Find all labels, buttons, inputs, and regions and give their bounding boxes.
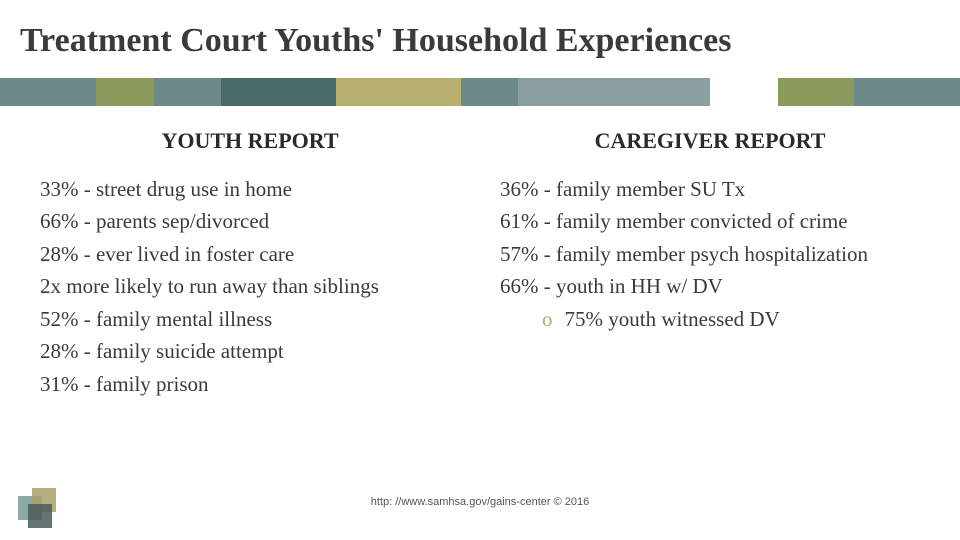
list-item: 33% - street drug use in home [40, 174, 460, 204]
stripe-segment [854, 78, 960, 106]
page-title: Treatment Court Youths' Household Experi… [0, 0, 960, 78]
list-item: 66% - youth in HH w/ DV [500, 271, 920, 301]
content-columns: YOUTH REPORT 33% - street drug use in ho… [0, 106, 960, 401]
list-item: 66% - parents sep/divorced [40, 206, 460, 236]
list-subitem: o 75% youth witnessed DV [500, 304, 920, 334]
logo-square-3 [28, 504, 52, 528]
stripe-segment [154, 78, 221, 106]
corner-logo [18, 488, 60, 530]
subitem-text: 75% youth witnessed DV [565, 307, 780, 331]
list-item: 52% - family mental illness [40, 304, 460, 334]
list-item: 31% - family prison [40, 369, 460, 399]
stripe-segment [221, 78, 336, 106]
stripe-segment [778, 78, 855, 106]
footer-citation: http: //www.samhsa.gov/gains-center © 20… [0, 496, 960, 508]
youth-report-column: YOUTH REPORT 33% - street drug use in ho… [40, 128, 460, 401]
decorative-stripe [0, 78, 960, 106]
list-item: 2x more likely to run away than siblings [40, 271, 460, 301]
stripe-segment [96, 78, 154, 106]
list-item: 28% - ever lived in foster care [40, 239, 460, 269]
list-item: 57% - family member psych hospitalizatio… [500, 239, 920, 269]
caregiver-report-header: CAREGIVER REPORT [500, 128, 920, 154]
list-item: 36% - family member SU Tx [500, 174, 920, 204]
stripe-segment [518, 78, 710, 106]
caregiver-report-column: CAREGIVER REPORT 36% - family member SU … [500, 128, 920, 401]
stripe-segment [710, 78, 777, 106]
stripe-segment [0, 78, 96, 106]
youth-report-header: YOUTH REPORT [40, 128, 460, 154]
stripe-segment [336, 78, 461, 106]
list-item: 28% - family suicide attempt [40, 336, 460, 366]
bullet-icon: o [542, 307, 553, 331]
stripe-segment [461, 78, 519, 106]
list-item: 61% - family member convicted of crime [500, 206, 920, 236]
